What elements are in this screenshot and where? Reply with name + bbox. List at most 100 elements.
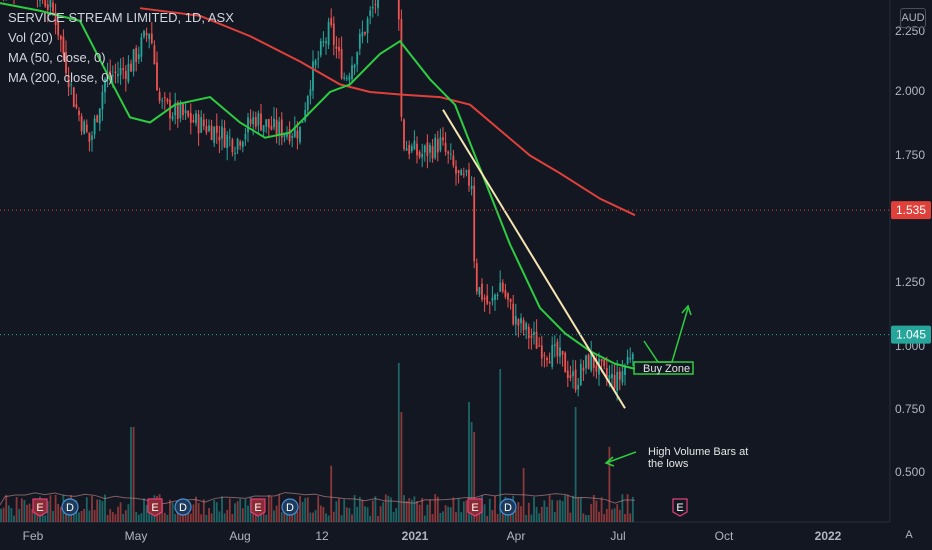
volume-bar [270, 496, 273, 522]
earnings-marker [467, 498, 483, 517]
volume-bar [559, 499, 561, 522]
volume-bar [546, 506, 548, 522]
candle-body [501, 282, 504, 292]
volume-bar [569, 512, 572, 522]
candle-body [413, 140, 416, 150]
candle-body [322, 41, 325, 43]
candle-body [605, 367, 608, 377]
volume-note-line1: High Volume Bars at [648, 446, 748, 458]
volume-bar [455, 512, 457, 522]
volume-bar [338, 498, 340, 522]
currency-button[interactable]: AUD [900, 8, 926, 28]
legend-volume[interactable]: Vol (20) [8, 30, 53, 45]
candle-body [325, 41, 327, 44]
volume-bar [605, 508, 608, 522]
legend-ma200[interactable]: MA (200, close, 0) [8, 70, 113, 85]
volume-bar [119, 502, 122, 522]
volume-bar [265, 514, 268, 522]
candle-body [564, 352, 567, 373]
candle-body [111, 75, 114, 77]
chart-legend: SERVICE STREAM LIMITED, 1D, ASX Vol (20)… [8, 8, 234, 88]
volume-bar [579, 496, 582, 522]
candle-body [559, 347, 561, 357]
candle-body [267, 118, 270, 128]
candle-body [473, 185, 476, 262]
candle-body [49, 0, 52, 8]
candle-body [426, 142, 429, 156]
volume-bar [208, 508, 210, 522]
candle-body [137, 54, 140, 59]
volume-bar [218, 511, 221, 522]
volume-bar [496, 513, 499, 522]
candle-body [455, 166, 457, 174]
volume-bar [189, 513, 192, 522]
ma200-line [139, 7, 636, 217]
candle-body [431, 146, 434, 159]
candle-body [330, 18, 333, 26]
volume-bar [23, 500, 26, 522]
volume-bar [137, 514, 140, 522]
volume-bar [423, 515, 426, 522]
candle-body [210, 125, 213, 141]
volume-bar [611, 509, 613, 522]
volume-note-line2: the lows [648, 458, 689, 470]
volume-bar [499, 369, 502, 522]
volume-bar [221, 496, 223, 522]
candle-body [46, 4, 49, 11]
legend-symbol[interactable]: SERVICE STREAM LIMITED, 1D, ASX [8, 10, 234, 25]
volume-bar [572, 495, 574, 522]
event-marker-label: E [254, 502, 261, 514]
volume-bar [483, 504, 486, 522]
candle-body [78, 110, 80, 115]
candle-body [551, 344, 554, 367]
volume-bar [405, 500, 408, 522]
candle-body [153, 45, 156, 65]
candle-body [72, 87, 75, 107]
candle-body [296, 130, 299, 139]
volume-bar [213, 499, 216, 522]
volume-bar [629, 513, 632, 522]
volume-bar [397, 362, 400, 522]
legend-ma50[interactable]: MA (50, close, 0) [8, 50, 106, 65]
volume-bar [520, 506, 522, 522]
ma50-line [0, 2, 636, 370]
candle-body [195, 113, 197, 124]
volume-bar [273, 510, 275, 522]
candle-body [478, 287, 481, 295]
volume-bar [618, 509, 621, 522]
auto-scale-button[interactable]: A [905, 529, 913, 541]
candle-body [512, 303, 515, 325]
candle-body [572, 371, 574, 377]
volume-bar [530, 514, 533, 522]
candle-body [122, 68, 125, 71]
candle-body [494, 294, 496, 300]
volume-bar [104, 494, 106, 522]
volume-bar [26, 504, 28, 522]
volume-bar [96, 499, 99, 522]
candle-body [613, 374, 616, 389]
candle-body [444, 142, 447, 152]
volume-bar [390, 497, 392, 522]
volume-bar [247, 505, 249, 522]
volume-bar [624, 514, 626, 522]
volume-bar [577, 497, 580, 522]
candle-body [496, 294, 499, 296]
candle-body [543, 354, 546, 356]
event-marker-label: D [179, 502, 187, 514]
volume-bar [78, 512, 80, 522]
volume-bar [527, 502, 530, 522]
volume-bar [309, 512, 312, 522]
volume-bar [395, 508, 398, 522]
volume-bar [426, 504, 429, 522]
volume-bar [46, 501, 49, 522]
candle-body [514, 316, 517, 325]
candle-body [577, 384, 580, 390]
volume-bar [10, 508, 13, 522]
candle-body [236, 138, 239, 150]
volume-bar [239, 498, 242, 522]
candle-body [491, 297, 494, 302]
x-tick-label: Jul [610, 529, 625, 543]
volume-bar [452, 497, 455, 522]
